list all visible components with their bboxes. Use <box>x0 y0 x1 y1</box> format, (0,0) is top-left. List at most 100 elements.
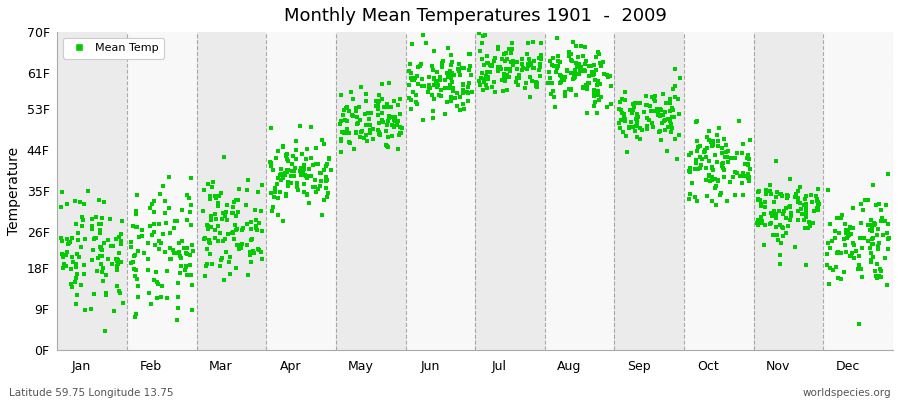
Point <box>702 172 716 178</box>
Point <box>219 248 233 255</box>
Point <box>453 94 467 100</box>
Point <box>68 198 82 204</box>
Point <box>351 120 365 126</box>
Point <box>273 188 287 195</box>
Point <box>695 156 709 162</box>
Point <box>249 227 264 234</box>
Point <box>506 62 520 68</box>
Point <box>129 266 143 273</box>
Point <box>60 241 75 247</box>
Point <box>363 130 377 136</box>
Point <box>363 122 377 128</box>
Point <box>56 265 70 271</box>
Point <box>590 48 605 55</box>
Point <box>149 295 164 302</box>
Point <box>229 226 243 233</box>
Bar <box>58 32 127 350</box>
Point <box>94 268 109 275</box>
Point <box>338 116 352 123</box>
Point <box>705 165 719 172</box>
Point <box>111 257 125 263</box>
Point <box>415 32 429 38</box>
Point <box>92 197 106 204</box>
Point <box>155 283 169 290</box>
Point <box>197 236 211 243</box>
Point <box>672 111 687 118</box>
Point <box>130 282 145 289</box>
Point <box>799 208 814 214</box>
Point <box>630 122 644 129</box>
Point <box>214 190 229 196</box>
Point <box>617 116 632 122</box>
Point <box>662 117 677 124</box>
Point <box>840 234 854 241</box>
Point <box>353 117 367 123</box>
Point <box>475 87 490 93</box>
Point <box>562 52 577 59</box>
Point <box>218 236 232 243</box>
Point <box>76 271 91 278</box>
Point <box>565 76 580 82</box>
Point <box>839 248 853 255</box>
Point <box>734 149 749 156</box>
Point <box>379 142 393 148</box>
Point <box>705 164 719 170</box>
Point <box>308 177 322 183</box>
Point <box>703 178 717 184</box>
Point <box>476 32 491 39</box>
Point <box>655 120 670 126</box>
Point <box>376 104 391 110</box>
Point <box>450 90 464 96</box>
Point <box>480 53 494 59</box>
Point <box>445 70 459 77</box>
Point <box>553 80 567 86</box>
Point <box>563 51 578 58</box>
Point <box>846 242 860 248</box>
Point <box>203 216 218 223</box>
Point <box>88 235 103 241</box>
Point <box>460 89 474 96</box>
Point <box>847 255 861 262</box>
Point <box>320 161 334 167</box>
Point <box>702 128 716 134</box>
Point <box>718 149 733 156</box>
Point <box>172 240 186 246</box>
Point <box>751 196 765 202</box>
Point <box>717 166 732 173</box>
Point <box>480 74 494 81</box>
Point <box>782 217 796 223</box>
Point <box>55 189 69 195</box>
Point <box>91 255 105 262</box>
Point <box>423 85 437 91</box>
Point <box>640 126 654 132</box>
Point <box>102 236 116 243</box>
Point <box>97 198 112 205</box>
Point <box>344 88 358 95</box>
Point <box>724 155 738 162</box>
Point <box>384 122 399 128</box>
Point <box>658 109 672 115</box>
Point <box>854 266 868 272</box>
Point <box>252 220 266 226</box>
Point <box>799 214 814 220</box>
Point <box>278 172 293 178</box>
Point <box>751 196 765 203</box>
Point <box>170 304 184 311</box>
Point <box>62 240 77 246</box>
Point <box>456 65 471 72</box>
Point <box>68 261 83 267</box>
Point <box>65 234 79 241</box>
Point <box>274 172 288 178</box>
Point <box>444 74 458 80</box>
Point <box>170 317 184 324</box>
Point <box>780 222 795 229</box>
Point <box>799 211 814 218</box>
Point <box>712 125 726 131</box>
Point <box>198 273 212 279</box>
Point <box>162 174 176 180</box>
Point <box>556 77 571 84</box>
Point <box>773 191 788 197</box>
Point <box>532 67 546 73</box>
Point <box>585 68 599 75</box>
Point <box>369 103 383 110</box>
